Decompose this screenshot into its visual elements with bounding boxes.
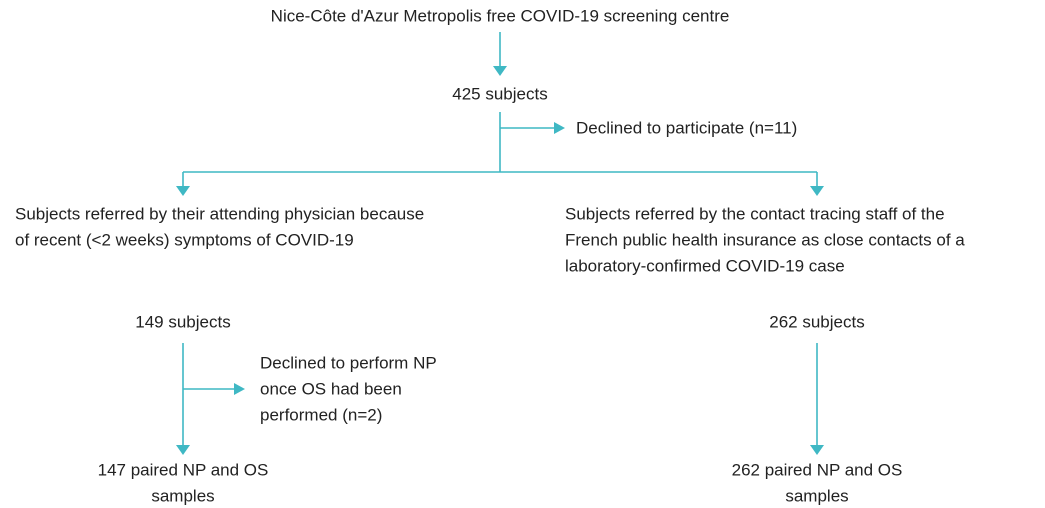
group-label: French public health insurance as close … [565, 230, 965, 249]
arrow-head [493, 66, 507, 76]
group-label: Subjects referred by the contact tracing… [565, 204, 945, 223]
exclusion-label: Declined to perform NP [260, 353, 437, 372]
arrow-head [234, 383, 245, 395]
exclusion-label: once OS had been [260, 379, 402, 398]
result-label: samples [151, 486, 214, 505]
exclusion-label: Declined to participate (n=11) [576, 118, 797, 137]
arrow-head [176, 186, 190, 196]
count-label: 149 subjects [135, 312, 230, 331]
group-label: Subjects referred by their attending phy… [15, 204, 424, 223]
connectors [176, 32, 824, 455]
group-label: of recent (<2 weeks) symptoms of COVID-1… [15, 230, 354, 249]
arrow-head [810, 186, 824, 196]
result-label: samples [785, 486, 848, 505]
source-label: Nice-Côte d'Azur Metropolis free COVID-1… [271, 6, 730, 25]
arrow-head [810, 445, 824, 455]
result-label: 262 paired NP and OS [732, 460, 903, 479]
arrow-head [554, 122, 565, 134]
count-label: 425 subjects [452, 84, 547, 103]
group-label: laboratory-confirmed COVID-19 case [565, 256, 845, 275]
result-label: 147 paired NP and OS [98, 460, 269, 479]
arrow-head [176, 445, 190, 455]
count-label: 262 subjects [769, 312, 864, 331]
exclusion-label: performed (n=2) [260, 405, 382, 424]
